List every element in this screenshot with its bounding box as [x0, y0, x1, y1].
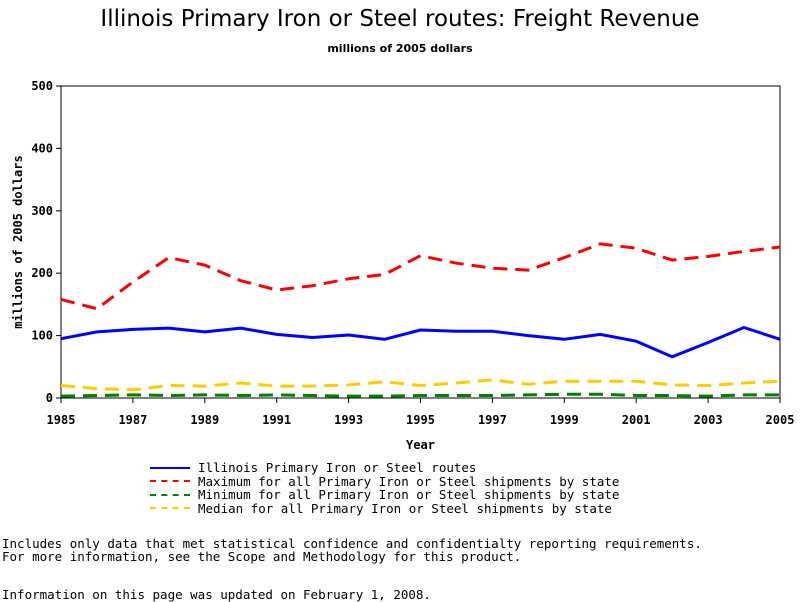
x-axis-label: Year: [406, 438, 435, 452]
y-axis-label: millions of 2005 dollars: [11, 155, 25, 328]
legend-item: Maximum for all Primary Iron or Steel sh…: [150, 473, 620, 489]
legend-swatch: [150, 466, 190, 469]
x-tick-label: 1987: [118, 413, 147, 427]
legend-label: Maximum for all Primary Iron or Steel sh…: [198, 473, 620, 489]
plot-area: [60, 85, 781, 399]
note-updated: Information on this page was updated on …: [2, 587, 431, 602]
y-tick-label: 300: [31, 204, 53, 218]
x-tick-label: 1999: [550, 413, 579, 427]
legend-swatch: [150, 480, 190, 483]
y-tick-label: 100: [31, 329, 53, 343]
x-tick-label: 1989: [190, 413, 219, 427]
legend-label: Median for all Primary Iron or Steel shi…: [198, 500, 612, 516]
x-tick-label: 1995: [406, 413, 435, 427]
legend-label: Minimum for all Primary Iron or Steel sh…: [198, 487, 620, 503]
legend-label: Illinois Primary Iron or Steel routes: [198, 460, 477, 476]
series-line-1: [60, 242, 781, 311]
legend-item: Minimum for all Primary Iron or Steel sh…: [150, 487, 620, 503]
chart-legend: Illinois Primary Iron or Steel routes Max…: [150, 460, 620, 516]
x-tick-label: 1997: [478, 413, 507, 427]
line-chart: 0 100 200 300 400 500 1985 1987 1989 1991 1993 1995…: [11, 79, 794, 452]
x-tick-label: 1985: [47, 413, 76, 427]
y-tick-label: 500: [31, 79, 53, 93]
x-tick-label: 2005: [766, 413, 795, 427]
legend-swatch: [150, 507, 190, 510]
x-tick-label: 1991: [262, 413, 291, 427]
legend-swatch: [150, 493, 190, 496]
legend-item: Illinois Primary Iron or Steel routes: [150, 460, 619, 476]
chart-subtitle: millions of 2005 dollars: [327, 42, 473, 55]
legend-item: Median for all Primary Iron or Steel shi…: [150, 500, 619, 516]
y-tick-label: 400: [31, 141, 53, 155]
series-line-2: [60, 392, 780, 398]
note-confidentiality: Includes only data that met statistical …: [2, 536, 702, 551]
series-layer: [60, 242, 781, 398]
series-line-3: [60, 378, 781, 392]
series-line-0: [60, 326, 781, 359]
axes: 0 100 200 300 400 500 1985 1987 1989 1991 1993 1995…: [31, 79, 794, 427]
x-tick-label: 2003: [694, 413, 723, 427]
x-tick-label: 1993: [334, 413, 363, 427]
chart-title: Illinois Primary Iron or Steel routes: F…: [100, 6, 700, 32]
note-methodology: For more information, see the Scope and …: [2, 549, 522, 564]
y-tick-label: 0: [46, 391, 53, 405]
y-tick-label: 200: [31, 266, 53, 280]
x-tick-label: 2001: [622, 413, 651, 427]
